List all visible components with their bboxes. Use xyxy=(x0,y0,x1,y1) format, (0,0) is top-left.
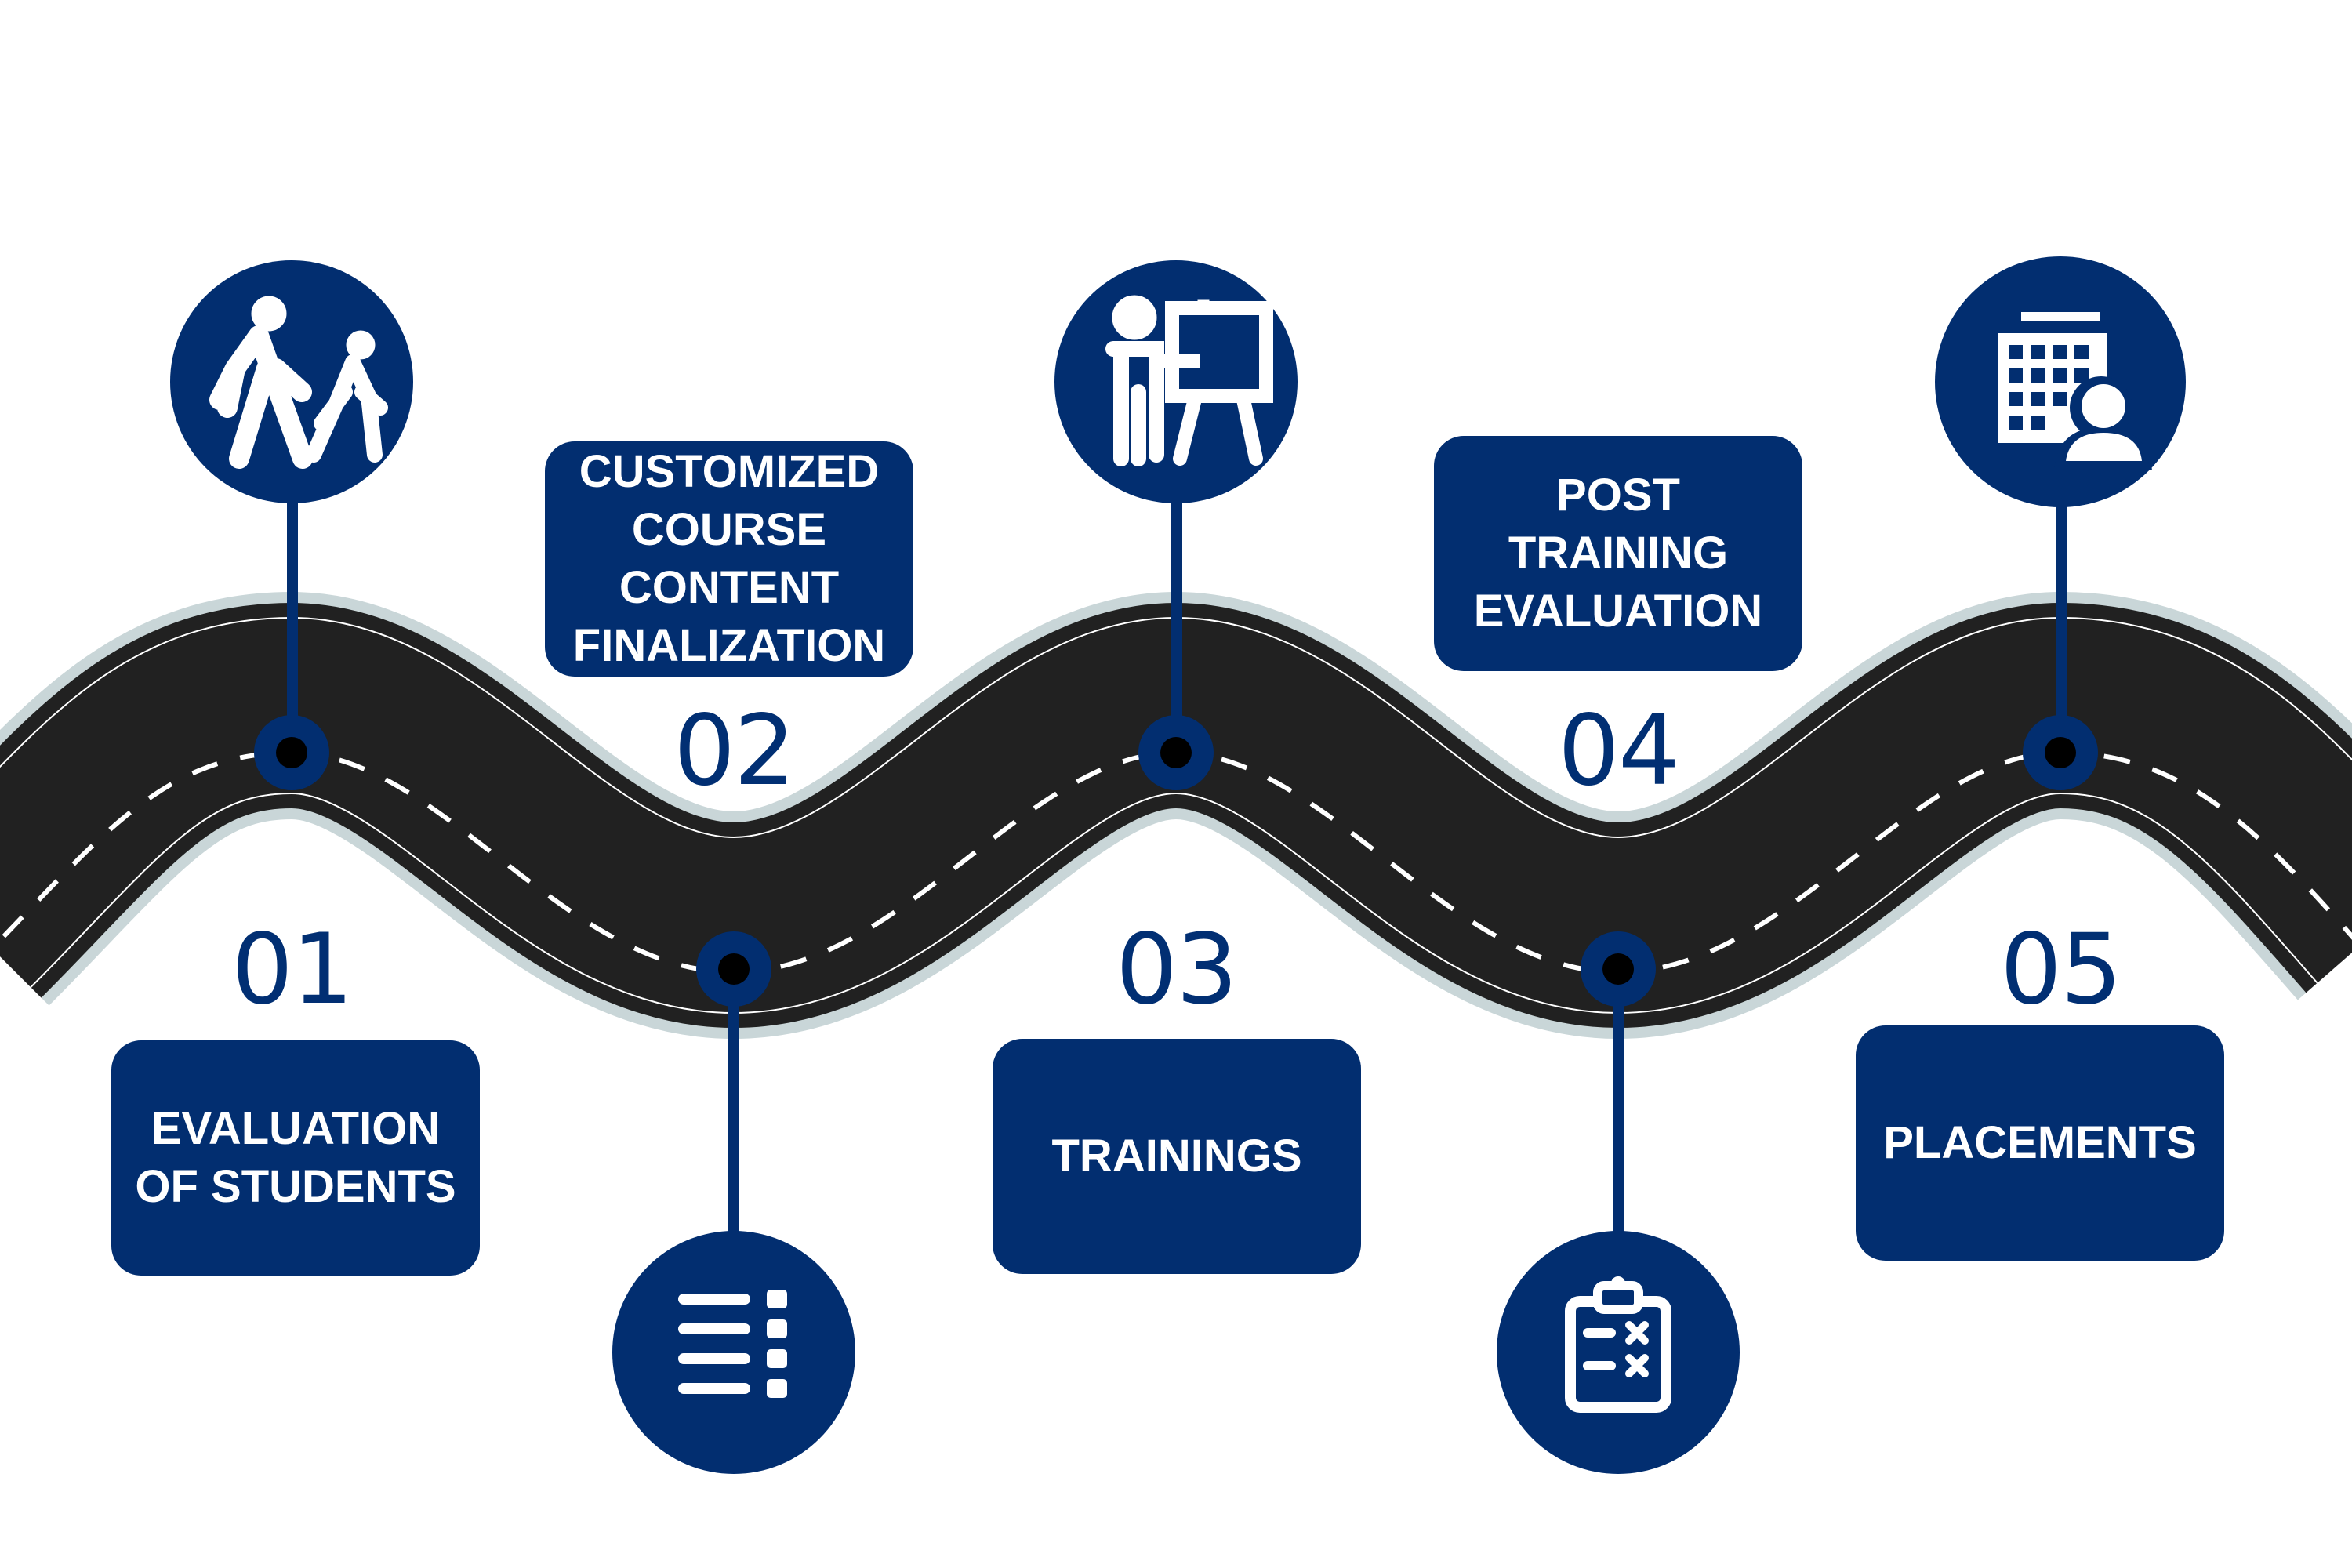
connector-1 xyxy=(287,486,298,753)
step-number-5: 05 xyxy=(2000,913,2122,1026)
step-label-3: TRAININGS xyxy=(1051,1130,1302,1181)
step-box-4: POST TRAINING EVALUATION xyxy=(1434,436,1802,671)
node-dot-1 xyxy=(276,737,307,768)
step-label-2: CUSTOMIZED COURSE CONTENT FINALIZATION xyxy=(572,445,886,672)
connector-2 xyxy=(728,969,739,1267)
office-building-person-icon xyxy=(1998,312,2152,470)
step-box-3: TRAININGS xyxy=(993,1039,1361,1274)
icon-circle-2 xyxy=(612,1231,855,1474)
connector-3 xyxy=(1171,486,1182,753)
step-number-2: 02 xyxy=(673,695,796,808)
step-box-1: EVALUATION OF STUDENTS xyxy=(111,1040,480,1276)
list-checklist-icon xyxy=(678,1290,787,1398)
connector-5 xyxy=(2056,486,2067,753)
clipboard-evaluation-icon xyxy=(1565,1276,1671,1413)
node-dot-5 xyxy=(2045,737,2076,768)
step-number-4: 04 xyxy=(1558,695,1680,808)
icon-circle-4 xyxy=(1497,1231,1740,1474)
connector-4 xyxy=(1613,969,1624,1267)
step-box-2: CUSTOMIZED COURSE CONTENT FINALIZATION xyxy=(545,441,913,677)
step-number-3: 03 xyxy=(1116,913,1238,1026)
walking-people-icon xyxy=(209,296,388,469)
step-label-5: PLACEMENTS xyxy=(1883,1116,2197,1168)
node-dot-3 xyxy=(1160,737,1192,768)
presentation-board-icon xyxy=(1105,295,1273,466)
step-number-1: 01 xyxy=(231,913,354,1026)
step-label-1: EVALUATION OF STUDENTS xyxy=(135,1102,456,1212)
step-label-4: POST TRAINING EVALUATION xyxy=(1473,469,1763,637)
step-box-5: PLACEMENTS xyxy=(1856,1025,2224,1261)
node-dot-4 xyxy=(1602,953,1634,985)
node-dot-2 xyxy=(718,953,750,985)
